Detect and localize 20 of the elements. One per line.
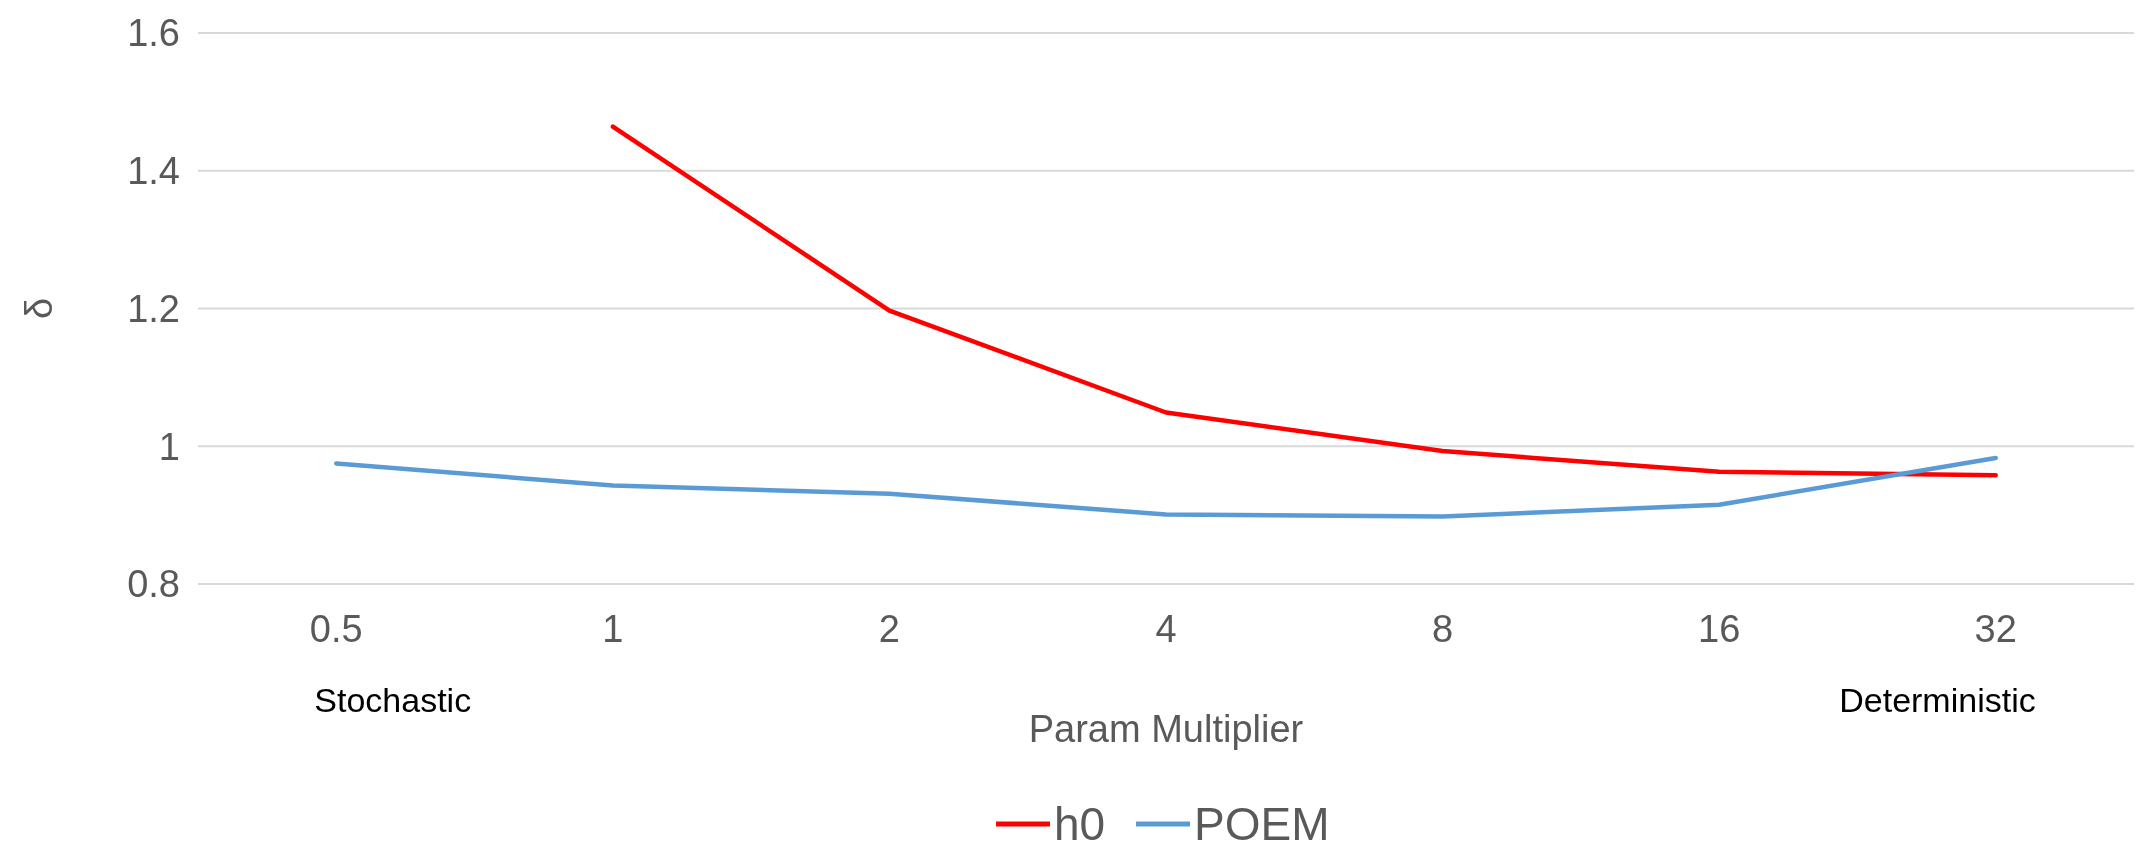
line-series — [334, 455, 1998, 519]
x-axis-title: Param Multiplier — [1028, 708, 1304, 750]
y-tick-label: 1 — [158, 425, 180, 468]
line-series — [610, 124, 1998, 478]
x-tick-label: 2 — [878, 608, 900, 650]
x-tick-label: 16 — [1698, 608, 1741, 650]
legend-label: POEM — [1194, 798, 1330, 851]
y-axis-title: δ — [18, 297, 60, 320]
y-tick-label: 1.2 — [127, 287, 180, 330]
x-tick-label: 1 — [602, 608, 624, 650]
y-tick-label: 0.8 — [127, 563, 180, 606]
x-tick-label: 32 — [1974, 608, 2017, 650]
legend-label: h0 — [1054, 798, 1106, 851]
y-tick-label: 1.4 — [127, 150, 180, 193]
text: Stochastic — [314, 681, 472, 719]
x-tick-label: 8 — [1432, 608, 1454, 650]
x-tick-label: 4 — [1155, 608, 1177, 650]
text: Deterministic — [1839, 681, 2036, 719]
x-tick-label: 0.5 — [309, 608, 363, 650]
y-tick-label: 1.6 — [127, 12, 180, 55]
